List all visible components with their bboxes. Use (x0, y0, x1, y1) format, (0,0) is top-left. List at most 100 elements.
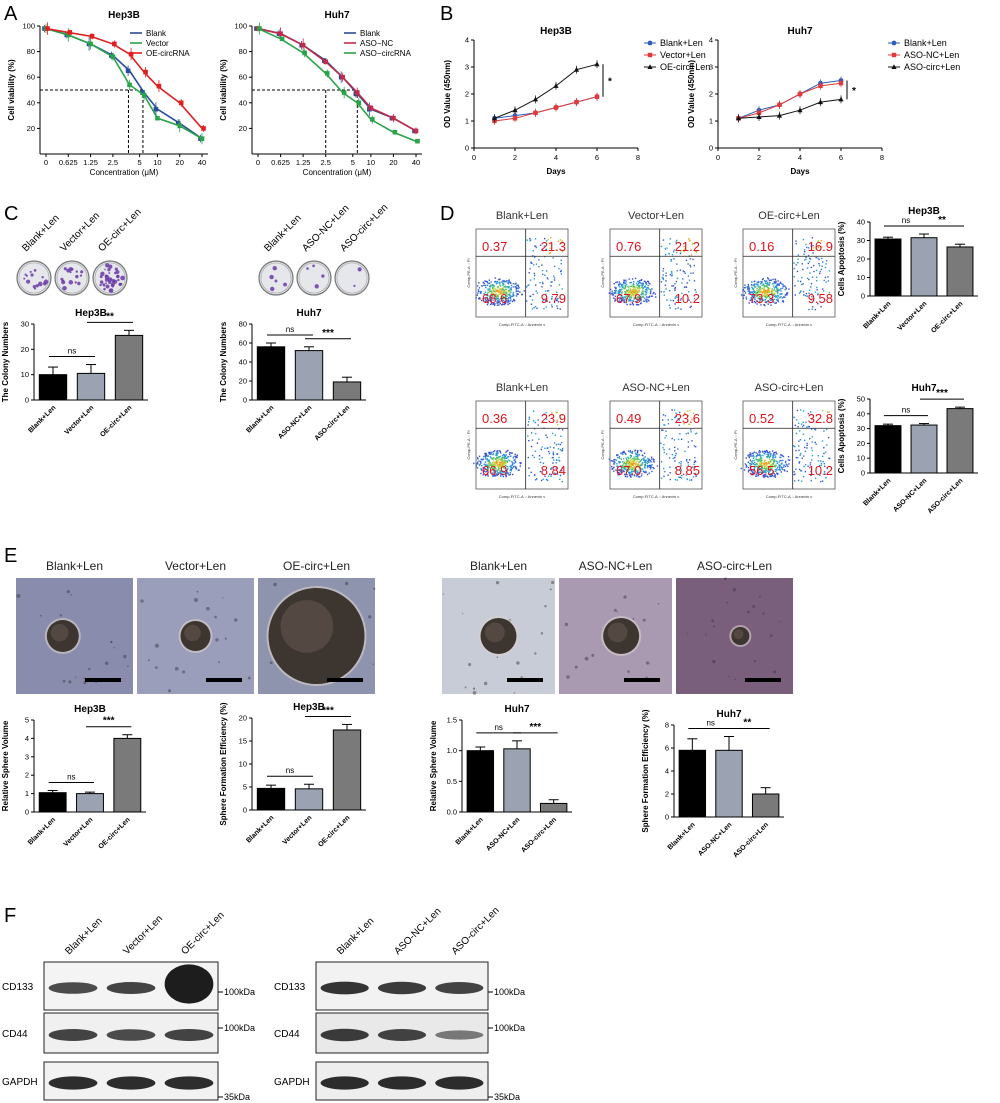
event-dot (640, 468, 643, 470)
event-dot (775, 470, 777, 472)
event-dot (774, 475, 776, 477)
event-dot (625, 281, 627, 283)
event-dot (810, 447, 813, 449)
y-axis-title: The Colony Numbers (1, 321, 10, 402)
event-dot (770, 463, 773, 466)
event-dot (674, 456, 676, 459)
event-dot (535, 478, 538, 480)
legend-label: ASO-circ+Len (904, 62, 960, 72)
quadrant-q1-value: 0.16 (749, 239, 774, 254)
event-dot (825, 428, 828, 431)
event-dot (520, 462, 522, 464)
event-dot (495, 468, 497, 470)
event-dot (649, 464, 651, 467)
debris-speck (104, 661, 109, 666)
legend-label: Blank+Len (660, 38, 703, 48)
event-dot (675, 280, 678, 283)
event-dot (653, 461, 655, 463)
bar-2 (539, 802, 568, 813)
event-dot (530, 445, 533, 448)
event-dot (623, 282, 625, 285)
event-dot (744, 284, 746, 286)
event-dot (664, 253, 667, 256)
event-dot (674, 478, 677, 481)
event-dot (769, 465, 772, 467)
event-dot (747, 461, 750, 463)
event-dot (629, 282, 631, 284)
event-dot (629, 460, 631, 462)
debris-speck (110, 641, 113, 644)
event-dot (545, 299, 547, 302)
event-dot (774, 465, 776, 468)
sphere-image-title: ASO-NC+Len (579, 559, 653, 573)
event-dot (826, 444, 828, 446)
event-dot (769, 451, 771, 453)
event-dot (506, 297, 509, 300)
event-dot (769, 464, 772, 466)
event-dot (640, 278, 643, 281)
event-dot (501, 456, 504, 459)
event-dot (546, 290, 549, 292)
lane-label: Vector+Len (121, 913, 165, 957)
event-dot (802, 283, 804, 285)
flow-plot-title: ASO-NC+Len (622, 382, 690, 394)
event-dot (788, 288, 790, 290)
event-dot (641, 286, 644, 288)
event-dot (494, 462, 496, 464)
event-dot (507, 468, 509, 470)
sphere-highlight (184, 624, 201, 642)
event-dot (800, 480, 803, 482)
event-dot (618, 300, 621, 302)
event-dot (757, 286, 760, 288)
event-dot (501, 459, 504, 462)
data-point (300, 42, 306, 48)
event-dot (645, 292, 648, 294)
event-dot (623, 300, 625, 302)
event-dot (619, 283, 621, 285)
event-dot (771, 290, 773, 293)
debris-speck (368, 615, 372, 619)
event-dot (620, 466, 622, 468)
event-dot (535, 290, 537, 292)
event-dot (635, 463, 637, 465)
event-dot (755, 300, 758, 303)
event-dot (480, 290, 483, 293)
event-dot (747, 290, 750, 292)
event-dot (798, 461, 801, 463)
event-dot (489, 453, 491, 455)
debris-speck (74, 676, 77, 678)
event-dot (499, 472, 501, 474)
event-dot (634, 286, 636, 288)
event-dot (531, 454, 534, 457)
data-point (756, 114, 762, 119)
event-dot (649, 292, 652, 295)
event-dot (647, 288, 650, 290)
event-dot (802, 291, 805, 293)
event-dot (491, 464, 493, 466)
event-dot (498, 301, 501, 303)
event-dot (509, 452, 511, 454)
event-dot (517, 290, 520, 292)
event-dot (778, 289, 780, 291)
event-dot (499, 300, 501, 303)
event-dot (813, 270, 815, 273)
event-dot (766, 470, 768, 472)
event-dot (820, 240, 822, 242)
event-dot (638, 454, 641, 456)
event-dot (636, 299, 639, 302)
event-dot (764, 280, 767, 283)
event-dot (692, 272, 694, 274)
event-dot (508, 279, 510, 281)
event-dot (484, 452, 486, 455)
event-dot (513, 294, 515, 297)
event-dot (486, 464, 488, 466)
event-dot (808, 425, 811, 428)
event-dot (647, 284, 649, 287)
event-dot (633, 474, 636, 477)
sphere-image-1: Vector+Len (137, 559, 254, 694)
event-dot (767, 299, 769, 302)
event-dot (499, 475, 502, 477)
event-dot (528, 418, 531, 420)
event-dot (758, 298, 761, 300)
scale-bar (507, 678, 543, 682)
